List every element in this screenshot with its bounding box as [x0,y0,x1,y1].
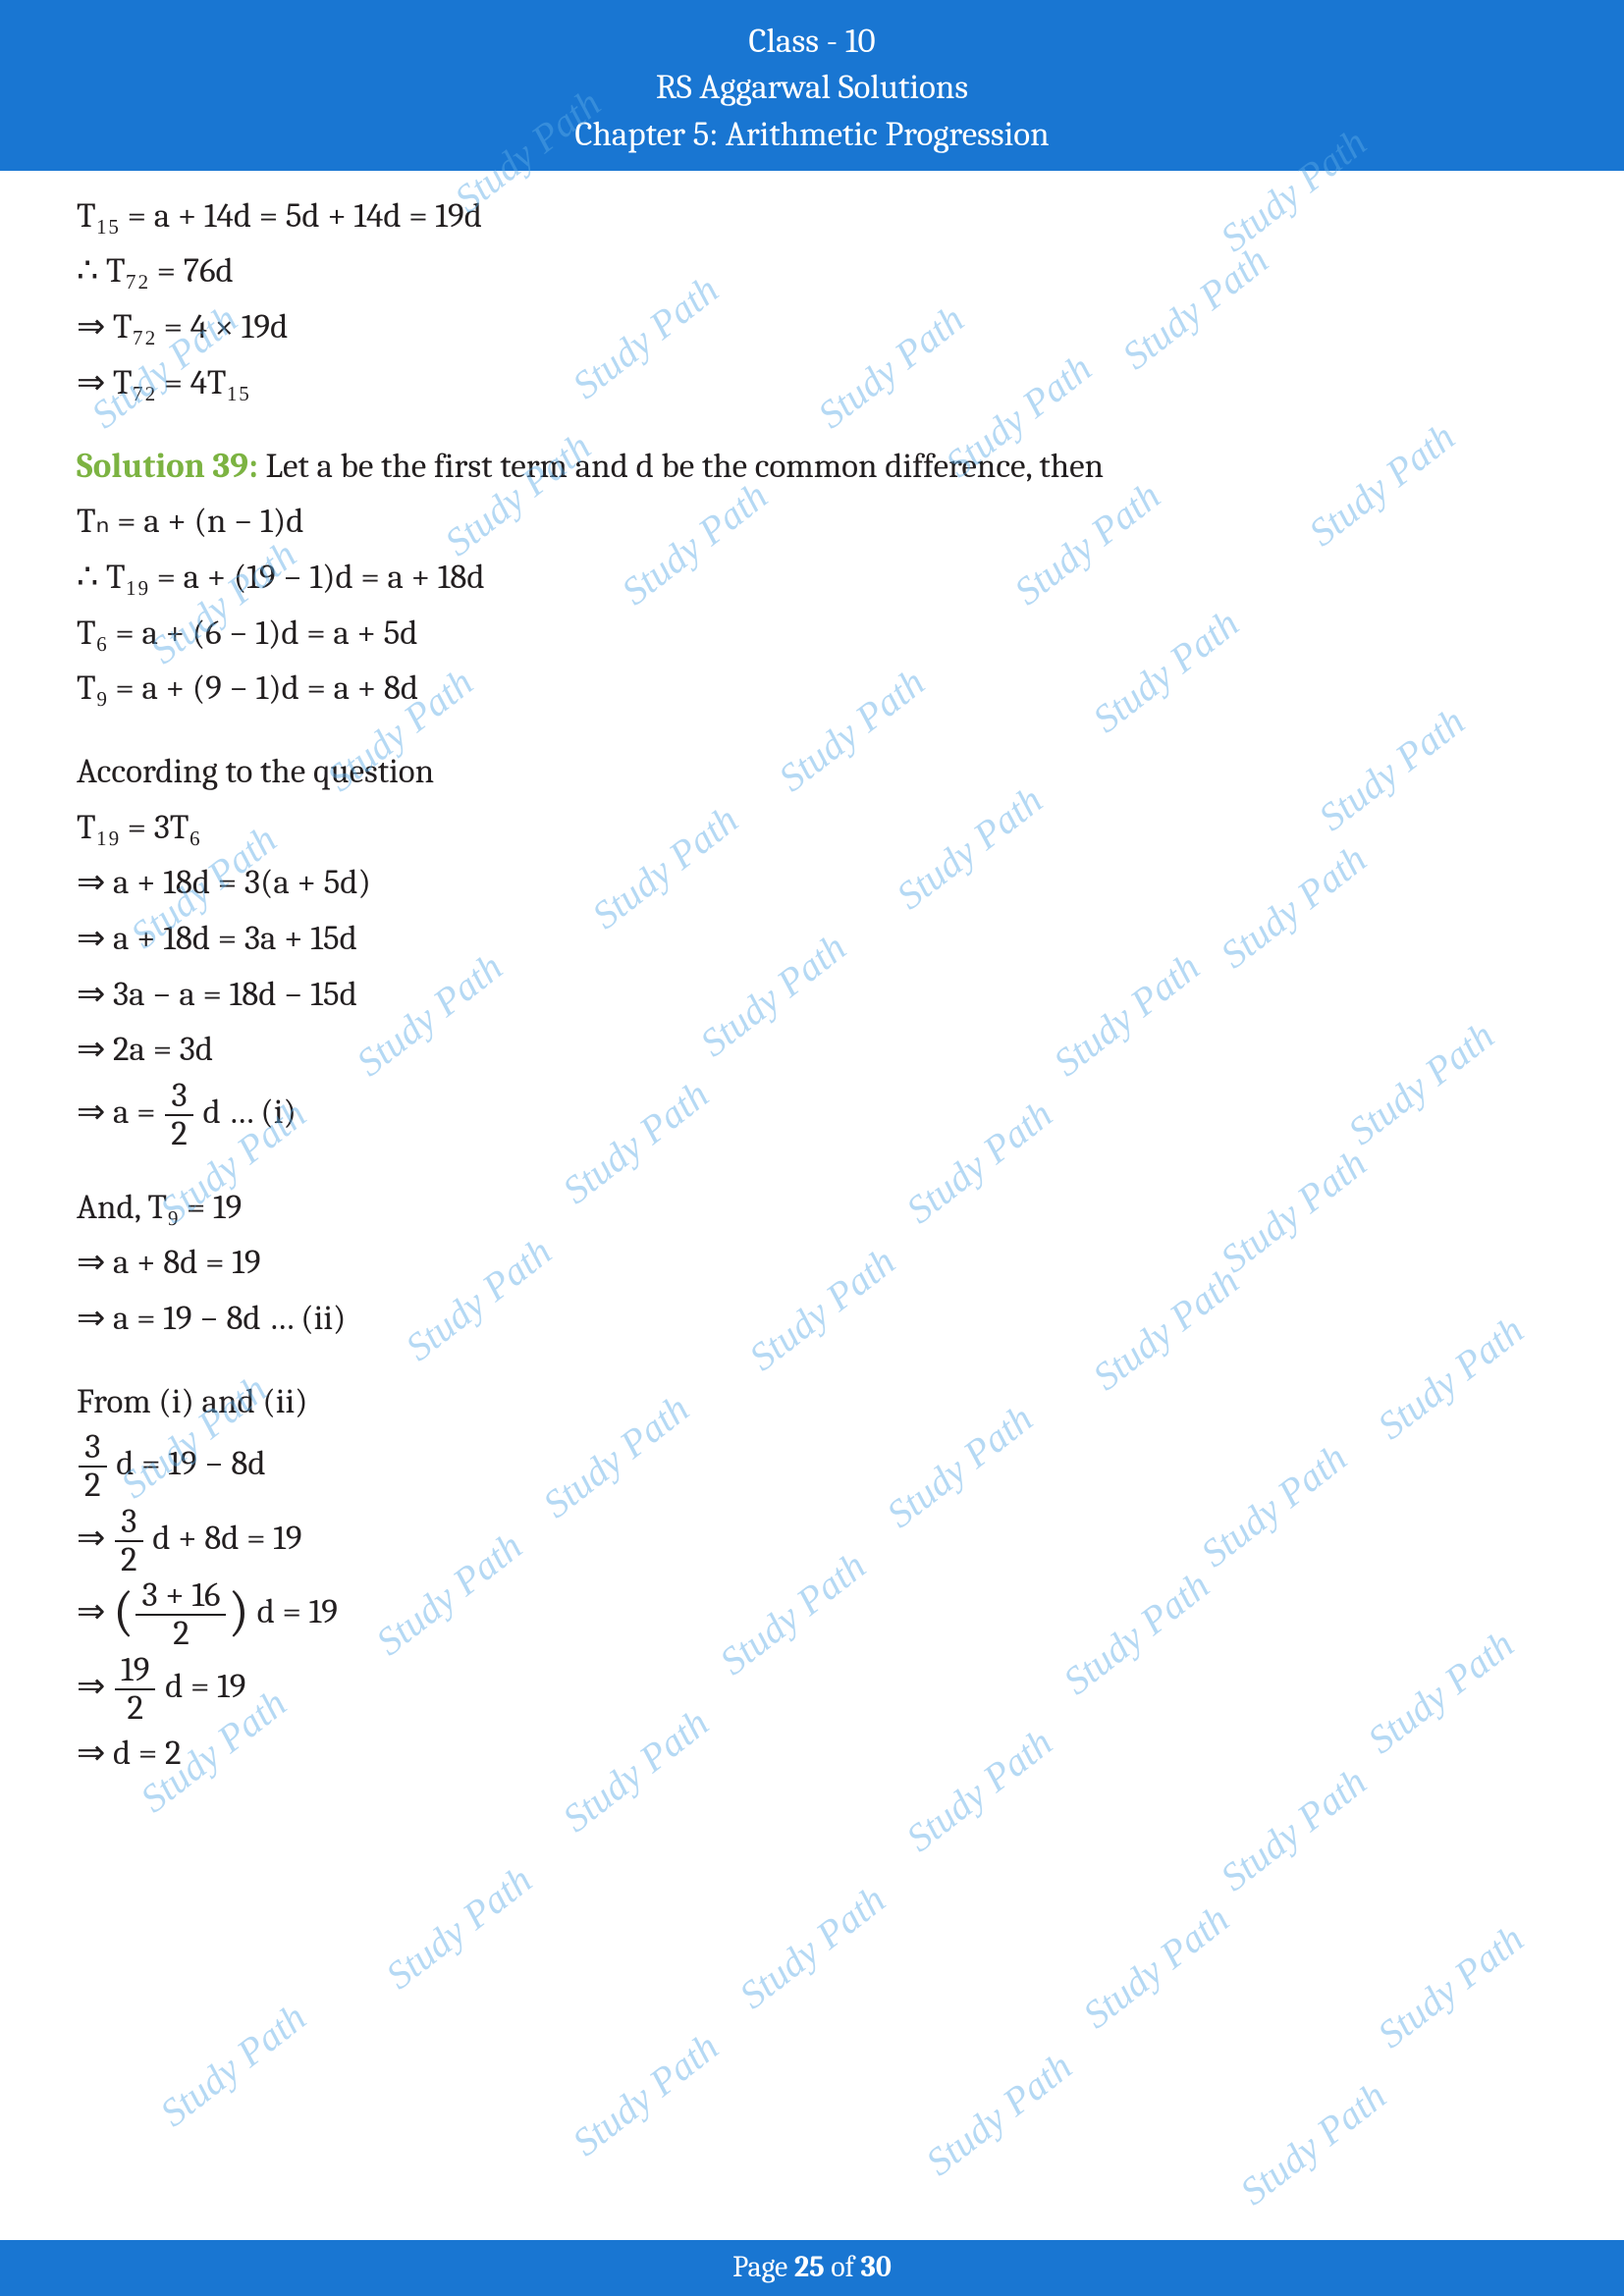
footer-total: 30 [861,2250,892,2284]
equation: T₉ = a + (9 − 1)d = a + 8d [77,661,1547,717]
header-class: Class - 10 [0,18,1624,64]
watermark: Study Path [377,1856,540,1998]
solution-intro-text: Let a be the first term and d be the com… [258,446,1104,486]
watermark: Study Path [917,2043,1080,2184]
footer-prefix: Page [732,2250,794,2284]
equation: ∴ T₁₉ = a + (19 − 1)d = a + 18d [77,550,1547,606]
equation: ⇒ T₇₂ = 4T₁₅ [77,355,1547,411]
equation: ⇒ a + 18d = 3a + 15d [77,911,1547,967]
page-header: Class - 10 RS Aggarwal Solutions Chapter… [0,0,1624,171]
paragraph: According to the question [77,744,1547,800]
equation: ⇒ 32 d + 8d = 19 [77,1504,1547,1578]
equation: T₆ = a + (6 − 1)d = a + 5d [77,606,1547,662]
equation: ⇒ (3 + 162) d = 19 [77,1577,1547,1652]
header-chapter: Chapter 5: Arithmetic Progression [0,111,1624,157]
solution-label: Solution 39: [77,446,258,486]
equation: T₁₉ = 3T₆ [77,800,1547,856]
watermark: Study Path [1369,1915,1532,2056]
watermark: Study Path [1074,1896,1237,2037]
equation: 32 d = 19 − 8d [77,1429,1547,1504]
paragraph: And, T₉ = 19 [77,1180,1547,1236]
page-content: T₁₅ = a + 14d = 5d + 14d = 19d ∴ T₇₂ = 7… [0,171,1624,1782]
equation: Tₙ = a + (n − 1)d [77,494,1547,550]
watermark: Study Path [564,2023,727,2164]
equation: ⇒ 3a − a = 18d − 15d [77,967,1547,1023]
equation: ⇒ 2a = 3d [77,1022,1547,1078]
equation: T₁₅ = a + 14d = 5d + 14d = 19d [77,188,1547,244]
equation: ⇒ 192 d = 19 [77,1652,1547,1727]
footer-page-no: 25 [794,2250,825,2284]
equation: ⇒ a = 32 d … (i) [77,1078,1547,1152]
watermark: Study Path [1231,2072,1394,2214]
solution-39-heading: Solution 39: Let a be the first term and… [77,439,1547,495]
equation: ∴ T₇₂ = 76d [77,243,1547,299]
page-footer: Page 25 of 30 [0,2240,1624,2296]
equation: ⇒ a + 8d = 19 [77,1235,1547,1291]
header-title: RS Aggarwal Solutions [0,64,1624,110]
paragraph: From (i) and (ii) [77,1374,1547,1430]
equation: ⇒ d = 2 [77,1726,1547,1782]
footer-middle: of [825,2250,861,2284]
equation: ⇒ a = 19 − 8d … (ii) [77,1291,1547,1347]
watermark: Study Path [151,1994,314,2135]
equation: ⇒ T₇₂ = 4 × 19d [77,299,1547,355]
watermark: Study Path [731,1876,893,2017]
equation: ⇒ a + 18d = 3(a + 5d) [77,855,1547,911]
